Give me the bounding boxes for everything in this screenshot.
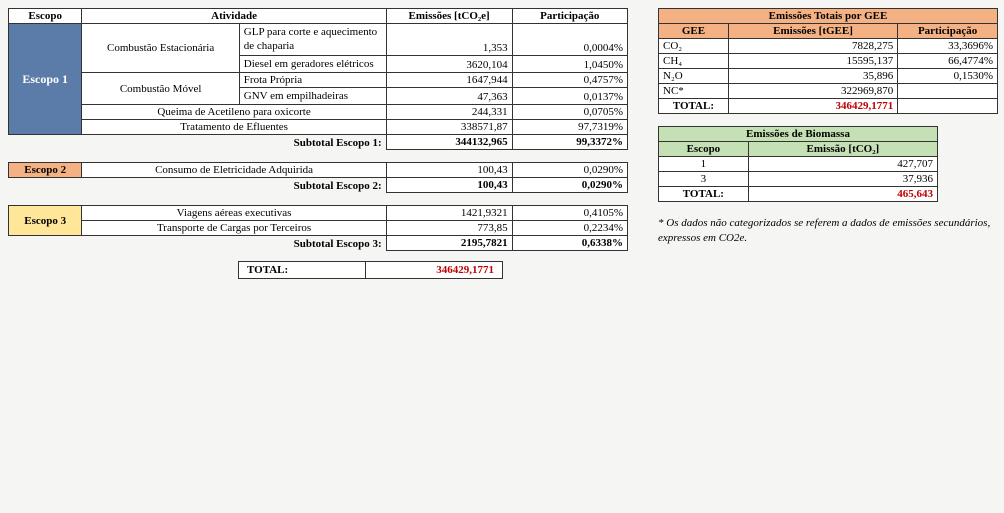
gee-h2: Emissões [tGEE] [728,24,897,39]
esc3-via-emiss: 1421,9321 [386,206,512,221]
esc2-subtotal-part: 0,0290% [512,178,627,193]
glp-atv: GLP para corte e aquecimento de chaparia [239,24,386,56]
bio-title: Emissões de Biomassa [659,127,938,142]
esc2-subtotal-label: Subtotal Escopo 2: [82,178,386,193]
comb-estacionaria: Combustão Estacionária [82,24,239,73]
bio-r1a: 1 [659,157,749,172]
esc3-via-part: 0,4105% [512,206,627,221]
frota-part: 0,4757% [512,72,627,87]
acet-atv: Queima de Acetileno para oxicorte [82,105,386,120]
gee-nc-e: 322969,870 [728,84,897,99]
escopo2-table: Escopo 2 Consumo de Eletricidade Adquiri… [8,162,628,193]
gee-table: Emissões Totais por GEE GEE Emissões [tG… [658,8,998,114]
glp-emiss: 1,353 [386,24,512,56]
glp-part: 0,0004% [512,24,627,56]
bio-r1b: 427,707 [748,157,937,172]
gnv-atv: GNV em empilhadeiras [239,87,386,104]
acet-emiss: 244,331 [386,105,512,120]
esc2-part: 0,0290% [512,163,627,178]
gee-nc: NC* [659,84,729,99]
gee-n2o: N₂O [659,69,729,84]
footnote: * Os dados não categorizados se referem … [658,216,998,247]
acet-part: 0,0705% [512,105,627,120]
grand-total-value: 346429,1771 [366,261,503,279]
gee-ch4-e: 15595,137 [728,54,897,69]
gee-total-label: TOTAL: [659,99,729,114]
gnv-part: 0,0137% [512,87,627,104]
frota-emiss: 1647,944 [386,72,512,87]
esc1-subtotal-emiss: 344132,965 [386,135,512,150]
comb-movel: Combustão Móvel [82,72,239,104]
gee-n2o-p: 0,1530% [898,69,998,84]
hdr-participacao: Participação [512,9,627,24]
gee-co2: CO₂ [659,39,729,54]
gee-title: Emissões Totais por GEE [659,9,998,24]
hdr-escopo: Escopo [9,9,82,24]
gee-h3: Participação [898,24,998,39]
gee-co2-e: 7828,275 [728,39,897,54]
escopo3-label: Escopo 3 [9,206,82,236]
gee-ch4: CH₄ [659,54,729,69]
esc3-subtotal-label: Subtotal Escopo 3: [82,236,386,251]
eflu-part: 97,7319% [512,120,627,135]
esc3-trans-part: 0,2234% [512,221,627,236]
escopo1-label: Escopo 1 [9,24,82,135]
escopo3-table: Escopo 3 Viagens aéreas executivas 1421,… [8,205,628,251]
hdr-atividade: Atividade [82,9,386,24]
gee-n2o-e: 35,896 [728,69,897,84]
escopo2-label: Escopo 2 [9,163,82,178]
eflu-atv: Tratamento de Efluentes [82,120,386,135]
esc2-atv: Consumo de Eletricidade Adquirida [82,163,386,178]
emissions-main-table: Escopo Atividade Emissões [tCO₂e] Partic… [8,8,628,150]
esc1-subtotal-label: Subtotal Escopo 1: [82,135,386,150]
bio-h2: Emissão [tCO₂] [748,142,937,157]
diesel-part: 1,0450% [512,55,627,72]
esc3-trans: Transporte de Cargas por Terceiros [82,221,386,236]
gee-nc-p [898,84,998,99]
gee-co2-p: 33,3696% [898,39,998,54]
bio-r2b: 37,936 [748,172,937,187]
esc1-subtotal-part: 99,3372% [512,135,627,150]
bio-h1: Escopo [659,142,749,157]
esc3-via: Viagens aéreas executivas [82,206,386,221]
esc2-subtotal-emiss: 100,43 [386,178,512,193]
biomass-table: Emissões de Biomassa Escopo Emissão [tCO… [658,126,938,202]
esc2-emiss: 100,43 [386,163,512,178]
gee-ch4-p: 66,4774% [898,54,998,69]
gnv-emiss: 47,363 [386,87,512,104]
esc3-subtotal-part: 0,6338% [512,236,627,251]
bio-r2a: 3 [659,172,749,187]
gee-total-value: 346429,1771 [728,99,897,114]
gee-total-empty [898,99,998,114]
bio-total-value: 465,643 [748,187,937,202]
esc3-trans-emiss: 773,85 [386,221,512,236]
bio-total-label: TOTAL: [659,187,749,202]
hdr-emissoes: Emissões [tCO₂e] [386,9,512,24]
diesel-atv: Diesel em geradores elétricos [239,55,386,72]
eflu-emiss: 338571,87 [386,120,512,135]
grand-total-label: TOTAL: [238,261,366,279]
diesel-emiss: 3620,104 [386,55,512,72]
frota-atv: Frota Própria [239,72,386,87]
grand-total: TOTAL: 346429,1771 [238,261,640,279]
gee-h1: GEE [659,24,729,39]
esc3-subtotal-emiss: 2195,7821 [386,236,512,251]
